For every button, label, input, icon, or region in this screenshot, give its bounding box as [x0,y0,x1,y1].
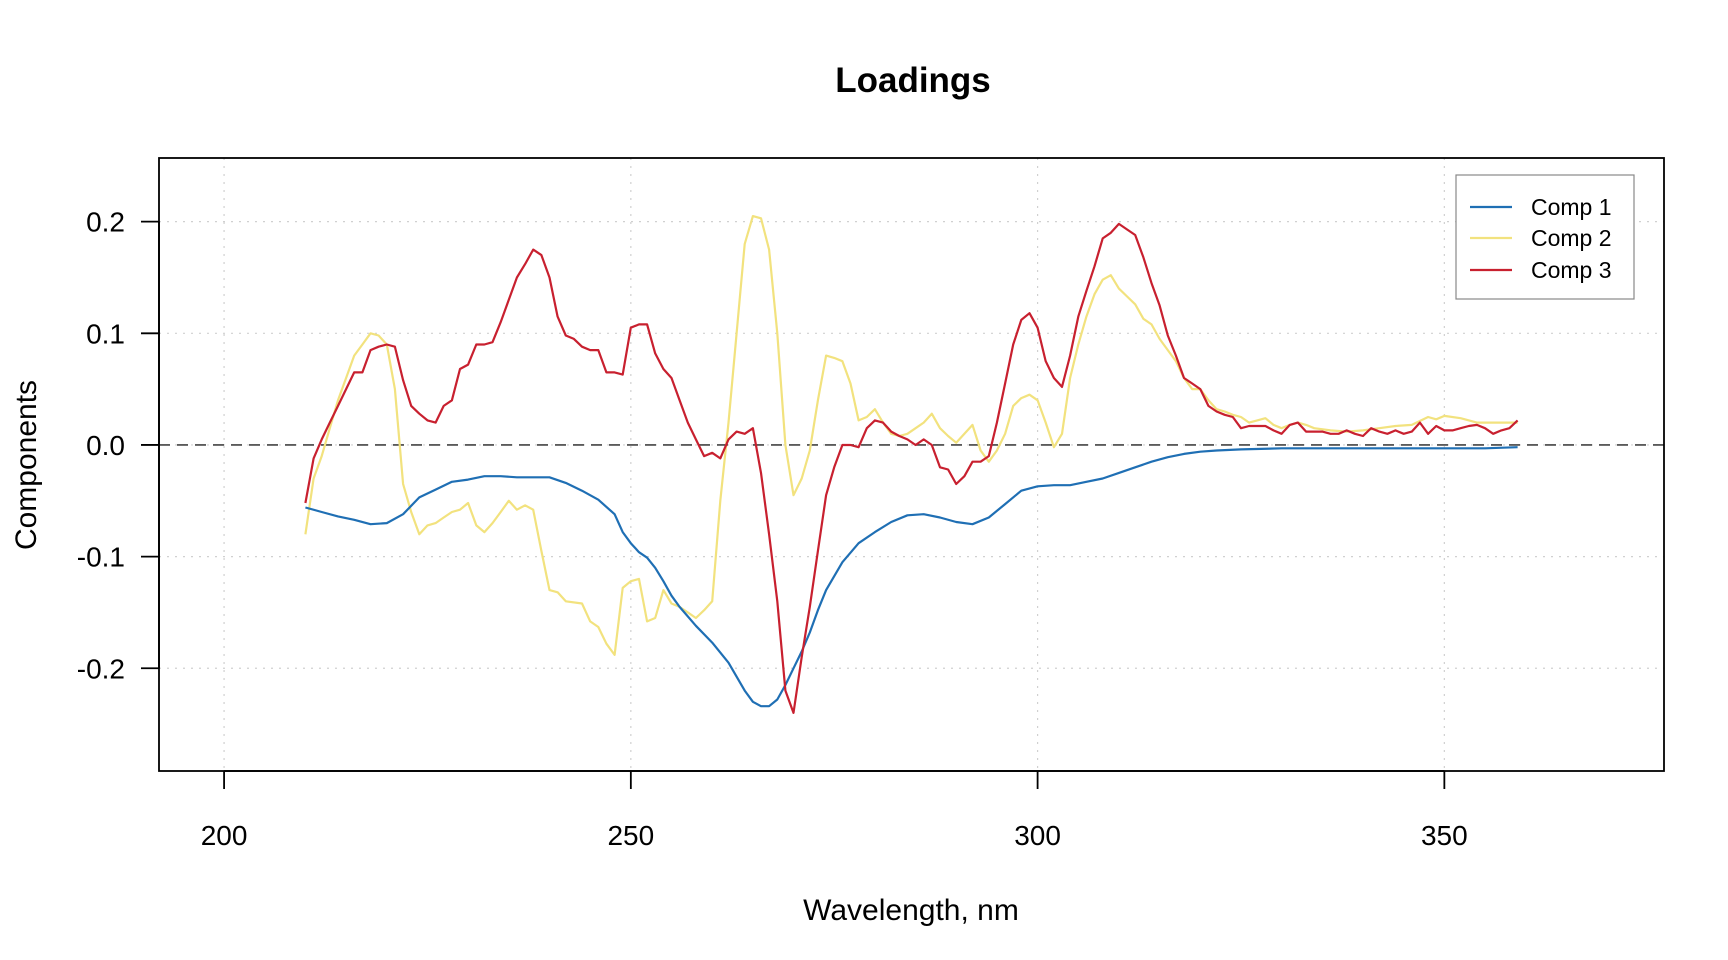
y-tick-label: 0.0 [86,430,125,461]
series-lines [304,215,1519,714]
grid-lines [159,158,1664,771]
legend-label-comp2: Comp 2 [1531,225,1612,251]
series-line-comp1 [305,446,1518,708]
x-tick-label: 300 [1014,820,1061,851]
y-axis-label: Components [10,380,43,550]
legend-label-comp3: Comp 3 [1531,257,1612,283]
series-line-comp3 [304,222,1519,714]
y-tick-label: -0.1 [77,542,125,573]
x-axis-label: Wavelength, nm [803,894,1019,927]
y-axis: -0.2 -0.1 0.0 0.1 0.2 [77,207,160,684]
y-tick-label: -0.2 [77,653,125,684]
x-tick-label: 200 [201,820,248,851]
y-tick-label: 0.2 [86,207,125,238]
series-line-comp2 [304,215,1518,656]
y-tick-label: 0.1 [86,318,125,349]
legend-label-comp1: Comp 1 [1531,194,1612,220]
x-axis: 200 250 300 350 [201,770,1468,851]
x-tick-label: 250 [607,820,654,851]
plot-frame [158,157,1665,772]
chart-title: Loadings [835,61,991,100]
legend: Comp 1 Comp 2 Comp 3 [1455,174,1635,300]
x-tick-label: 350 [1421,820,1468,851]
